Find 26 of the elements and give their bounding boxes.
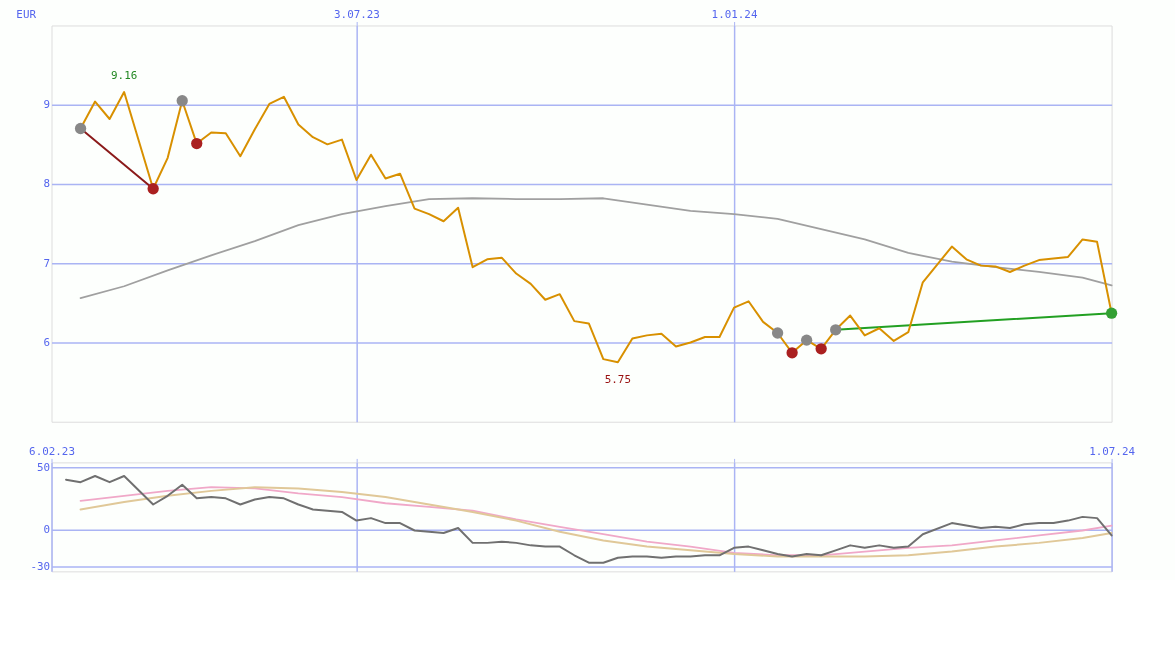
point bbox=[815, 343, 827, 355]
point bbox=[147, 183, 159, 195]
point bbox=[800, 334, 813, 346]
point bbox=[786, 347, 798, 359]
point bbox=[1105, 307, 1118, 319]
point bbox=[191, 137, 203, 150]
y-tick-label: 9 bbox=[43, 98, 51, 112]
x-tick-label: 3.07.23 bbox=[334, 8, 380, 22]
point bbox=[771, 327, 784, 339]
y-axis-title: EUR bbox=[16, 8, 37, 22]
y-tick-label: 7 bbox=[43, 256, 51, 270]
x-tick-label: 1.07.24 bbox=[1089, 444, 1136, 458]
point bbox=[74, 122, 87, 135]
point bbox=[176, 95, 188, 107]
y-tick-label: -30 bbox=[30, 559, 51, 573]
y-tick-label: 8 bbox=[43, 177, 51, 191]
y-tick-label: 50 bbox=[36, 460, 51, 474]
x-tick-label: 6.02.23 bbox=[29, 444, 75, 458]
line-series bbox=[79, 197, 1113, 300]
x-tick-label: 1.01.24 bbox=[711, 8, 758, 22]
y-tick-label: 6 bbox=[43, 335, 51, 349]
y-tick-label: 0 bbox=[43, 522, 51, 536]
line-series bbox=[65, 475, 1113, 564]
annotation: 9.16 bbox=[111, 69, 138, 83]
point bbox=[830, 324, 842, 336]
annotation: 5.75 bbox=[604, 373, 631, 387]
